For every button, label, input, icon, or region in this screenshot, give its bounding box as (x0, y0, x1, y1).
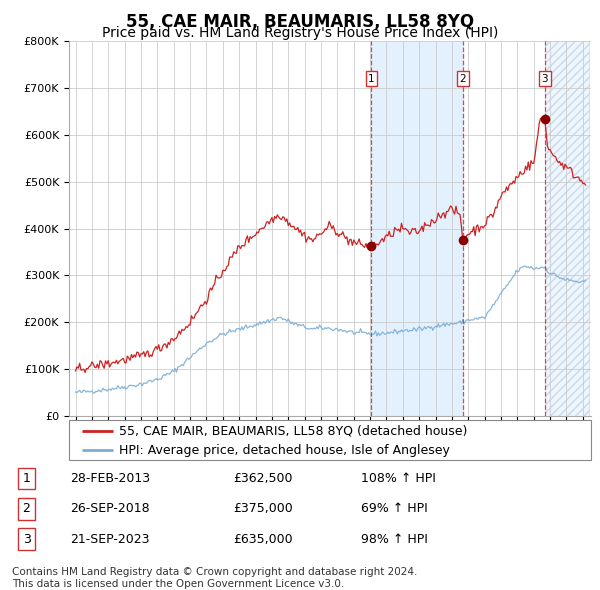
Text: 21-SEP-2023: 21-SEP-2023 (70, 533, 150, 546)
Text: 69% ↑ HPI: 69% ↑ HPI (361, 502, 428, 516)
Text: 1: 1 (368, 74, 375, 84)
Text: 26-SEP-2018: 26-SEP-2018 (70, 502, 150, 516)
Text: £362,500: £362,500 (233, 472, 293, 485)
Text: £375,000: £375,000 (233, 502, 293, 516)
Bar (371, 41, 463, 416)
FancyBboxPatch shape (69, 420, 591, 460)
Text: Contains HM Land Registry data © Crown copyright and database right 2024.
This d: Contains HM Land Registry data © Crown c… (12, 567, 418, 589)
Text: 98% ↑ HPI: 98% ↑ HPI (361, 533, 428, 546)
Text: Price paid vs. HM Land Registry's House Price Index (HPI): Price paid vs. HM Land Registry's House … (102, 26, 498, 40)
Text: HPI: Average price, detached house, Isle of Anglesey: HPI: Average price, detached house, Isle… (119, 444, 449, 457)
Text: 28-FEB-2013: 28-FEB-2013 (70, 472, 151, 485)
Text: 3: 3 (23, 533, 31, 546)
Text: £635,000: £635,000 (233, 533, 293, 546)
Bar (545, 41, 589, 416)
Text: 108% ↑ HPI: 108% ↑ HPI (361, 472, 436, 485)
Text: 3: 3 (541, 74, 548, 84)
Text: 55, CAE MAIR, BEAUMARIS, LL58 8YQ (detached house): 55, CAE MAIR, BEAUMARIS, LL58 8YQ (detac… (119, 425, 467, 438)
Text: 2: 2 (460, 74, 466, 84)
Text: 1: 1 (23, 472, 31, 485)
Text: 55, CAE MAIR, BEAUMARIS, LL58 8YQ: 55, CAE MAIR, BEAUMARIS, LL58 8YQ (126, 13, 474, 31)
Text: 2: 2 (23, 502, 31, 516)
